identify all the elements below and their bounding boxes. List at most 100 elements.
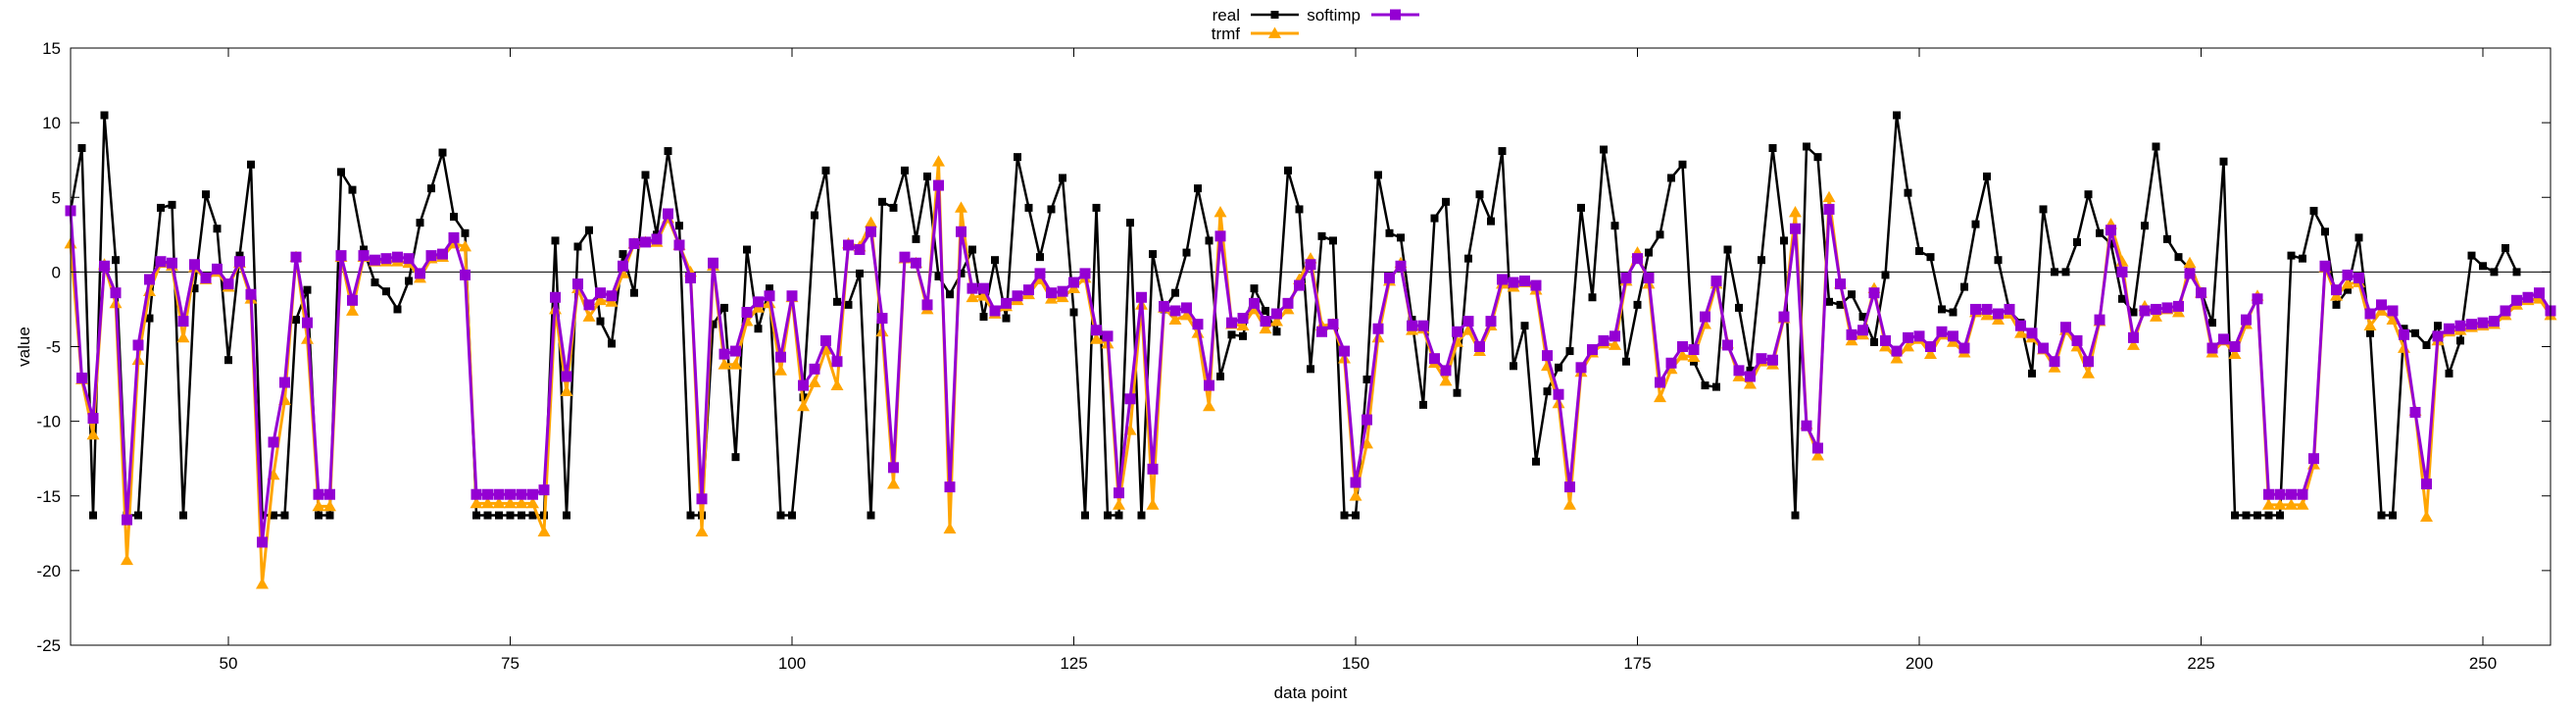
- data-point-real: [495, 511, 503, 520]
- data-point-softimp: [380, 253, 392, 265]
- data-point-softimp: [2376, 299, 2387, 311]
- data-point-real: [2242, 511, 2251, 520]
- data-point-softimp: [1790, 223, 1801, 234]
- data-point-trmf: [86, 428, 100, 440]
- data-point-softimp: [1462, 316, 1474, 328]
- data-point-real: [1983, 172, 1991, 180]
- data-point-trmf: [1924, 347, 1937, 359]
- data-point-softimp: [1655, 377, 1665, 388]
- data-point-softimp: [708, 257, 718, 269]
- legend-marker-real: [1270, 11, 1279, 19]
- data-point-softimp: [1767, 354, 1778, 366]
- data-point-real: [337, 168, 345, 176]
- data-point-softimp: [1214, 230, 1226, 242]
- data-point-real: [2129, 308, 2138, 317]
- data-point-trmf: [718, 358, 731, 370]
- data-point-real: [1295, 205, 1304, 214]
- data-point-trmf: [1180, 309, 1193, 321]
- x-tick-label: 200: [1906, 654, 1933, 673]
- data-point-real: [1036, 253, 1044, 262]
- data-point-softimp: [2286, 488, 2297, 500]
- data-point-trmf: [932, 155, 945, 167]
- data-point-real: [1272, 328, 1281, 336]
- data-point-real: [2254, 511, 2261, 520]
- data-point-softimp: [425, 250, 437, 262]
- data-point-trmf: [2183, 256, 2197, 269]
- data-point-softimp: [956, 226, 966, 237]
- data-point-real: [1938, 305, 1946, 314]
- data-point-softimp: [1046, 287, 1057, 299]
- data-point-trmf: [830, 378, 844, 390]
- data-point-trmf: [323, 499, 336, 512]
- data-point-softimp: [2161, 302, 2173, 314]
- data-point-real: [1464, 254, 1472, 263]
- data-point-trmf: [2273, 498, 2287, 510]
- data-point-softimp: [843, 239, 854, 251]
- data-point-trmf: [729, 358, 742, 370]
- data-point-real: [134, 511, 142, 520]
- data-point-real: [968, 245, 976, 254]
- data-point-softimp: [1688, 344, 1700, 356]
- data-point-softimp: [2319, 260, 2331, 272]
- data-point-softimp: [245, 288, 257, 300]
- data-point-softimp: [944, 481, 956, 493]
- data-point-real: [483, 511, 492, 520]
- data-point-real: [946, 290, 954, 299]
- data-point-real: [2332, 300, 2341, 309]
- data-point-trmf: [515, 496, 528, 509]
- legend-label-real: real: [1213, 6, 1240, 25]
- data-point-softimp: [1012, 290, 1023, 302]
- data-point-trmf: [256, 578, 269, 589]
- data-point-softimp: [786, 290, 798, 302]
- data-point-real: [596, 317, 605, 326]
- data-point-real: [1701, 381, 1709, 390]
- data-point-real: [1453, 388, 1461, 397]
- x-tick-label: 150: [1342, 654, 1369, 673]
- data-point-trmf: [1654, 390, 1666, 403]
- data-point-softimp: [966, 282, 978, 294]
- data-point-real: [405, 277, 413, 285]
- data-point-softimp: [1102, 330, 1114, 342]
- y-tick-label: -10: [36, 413, 61, 431]
- data-point-softimp: [448, 231, 460, 243]
- data-point-softimp: [595, 287, 606, 299]
- data-point-real: [743, 245, 751, 254]
- data-point-trmf: [887, 478, 900, 489]
- data-point-real: [934, 272, 943, 280]
- data-point-real: [145, 314, 154, 323]
- data-point-softimp: [2364, 308, 2376, 320]
- data-point-softimp: [1610, 330, 1620, 342]
- data-point-real: [1915, 247, 1923, 256]
- data-point-real: [630, 288, 638, 297]
- data-point-real: [2231, 511, 2239, 520]
- data-point-softimp: [1452, 326, 1462, 337]
- data-point-softimp: [899, 251, 911, 263]
- data-point-real: [1723, 245, 1732, 254]
- y-tick-label: -20: [36, 562, 61, 580]
- data-point-real: [889, 203, 898, 212]
- data-point-softimp: [989, 305, 1001, 317]
- data-point-real: [2084, 190, 2093, 199]
- data-point-softimp: [527, 488, 538, 500]
- data-point-softimp: [2421, 479, 2432, 490]
- data-point-real: [1633, 300, 1642, 309]
- data-point-real: [686, 511, 695, 520]
- data-point-softimp: [1497, 274, 1508, 285]
- data-point-real: [2096, 228, 2104, 237]
- data-point-real: [2073, 237, 2081, 246]
- data-point-softimp: [718, 348, 730, 360]
- data-point-real: [190, 284, 199, 293]
- data-point-softimp: [876, 313, 888, 325]
- data-point-real: [1926, 253, 1935, 262]
- data-point-softimp: [933, 179, 944, 191]
- data-point-softimp: [1587, 344, 1598, 356]
- data-point-softimp: [1395, 260, 1407, 272]
- data-point-softimp: [1169, 305, 1181, 317]
- data-point-real: [1994, 256, 2003, 265]
- data-point-real: [1171, 288, 1179, 297]
- data-point-softimp: [1891, 345, 1903, 357]
- data-point-softimp: [1710, 276, 1722, 287]
- data-point-real: [2354, 233, 2363, 242]
- data-point-real: [427, 184, 435, 193]
